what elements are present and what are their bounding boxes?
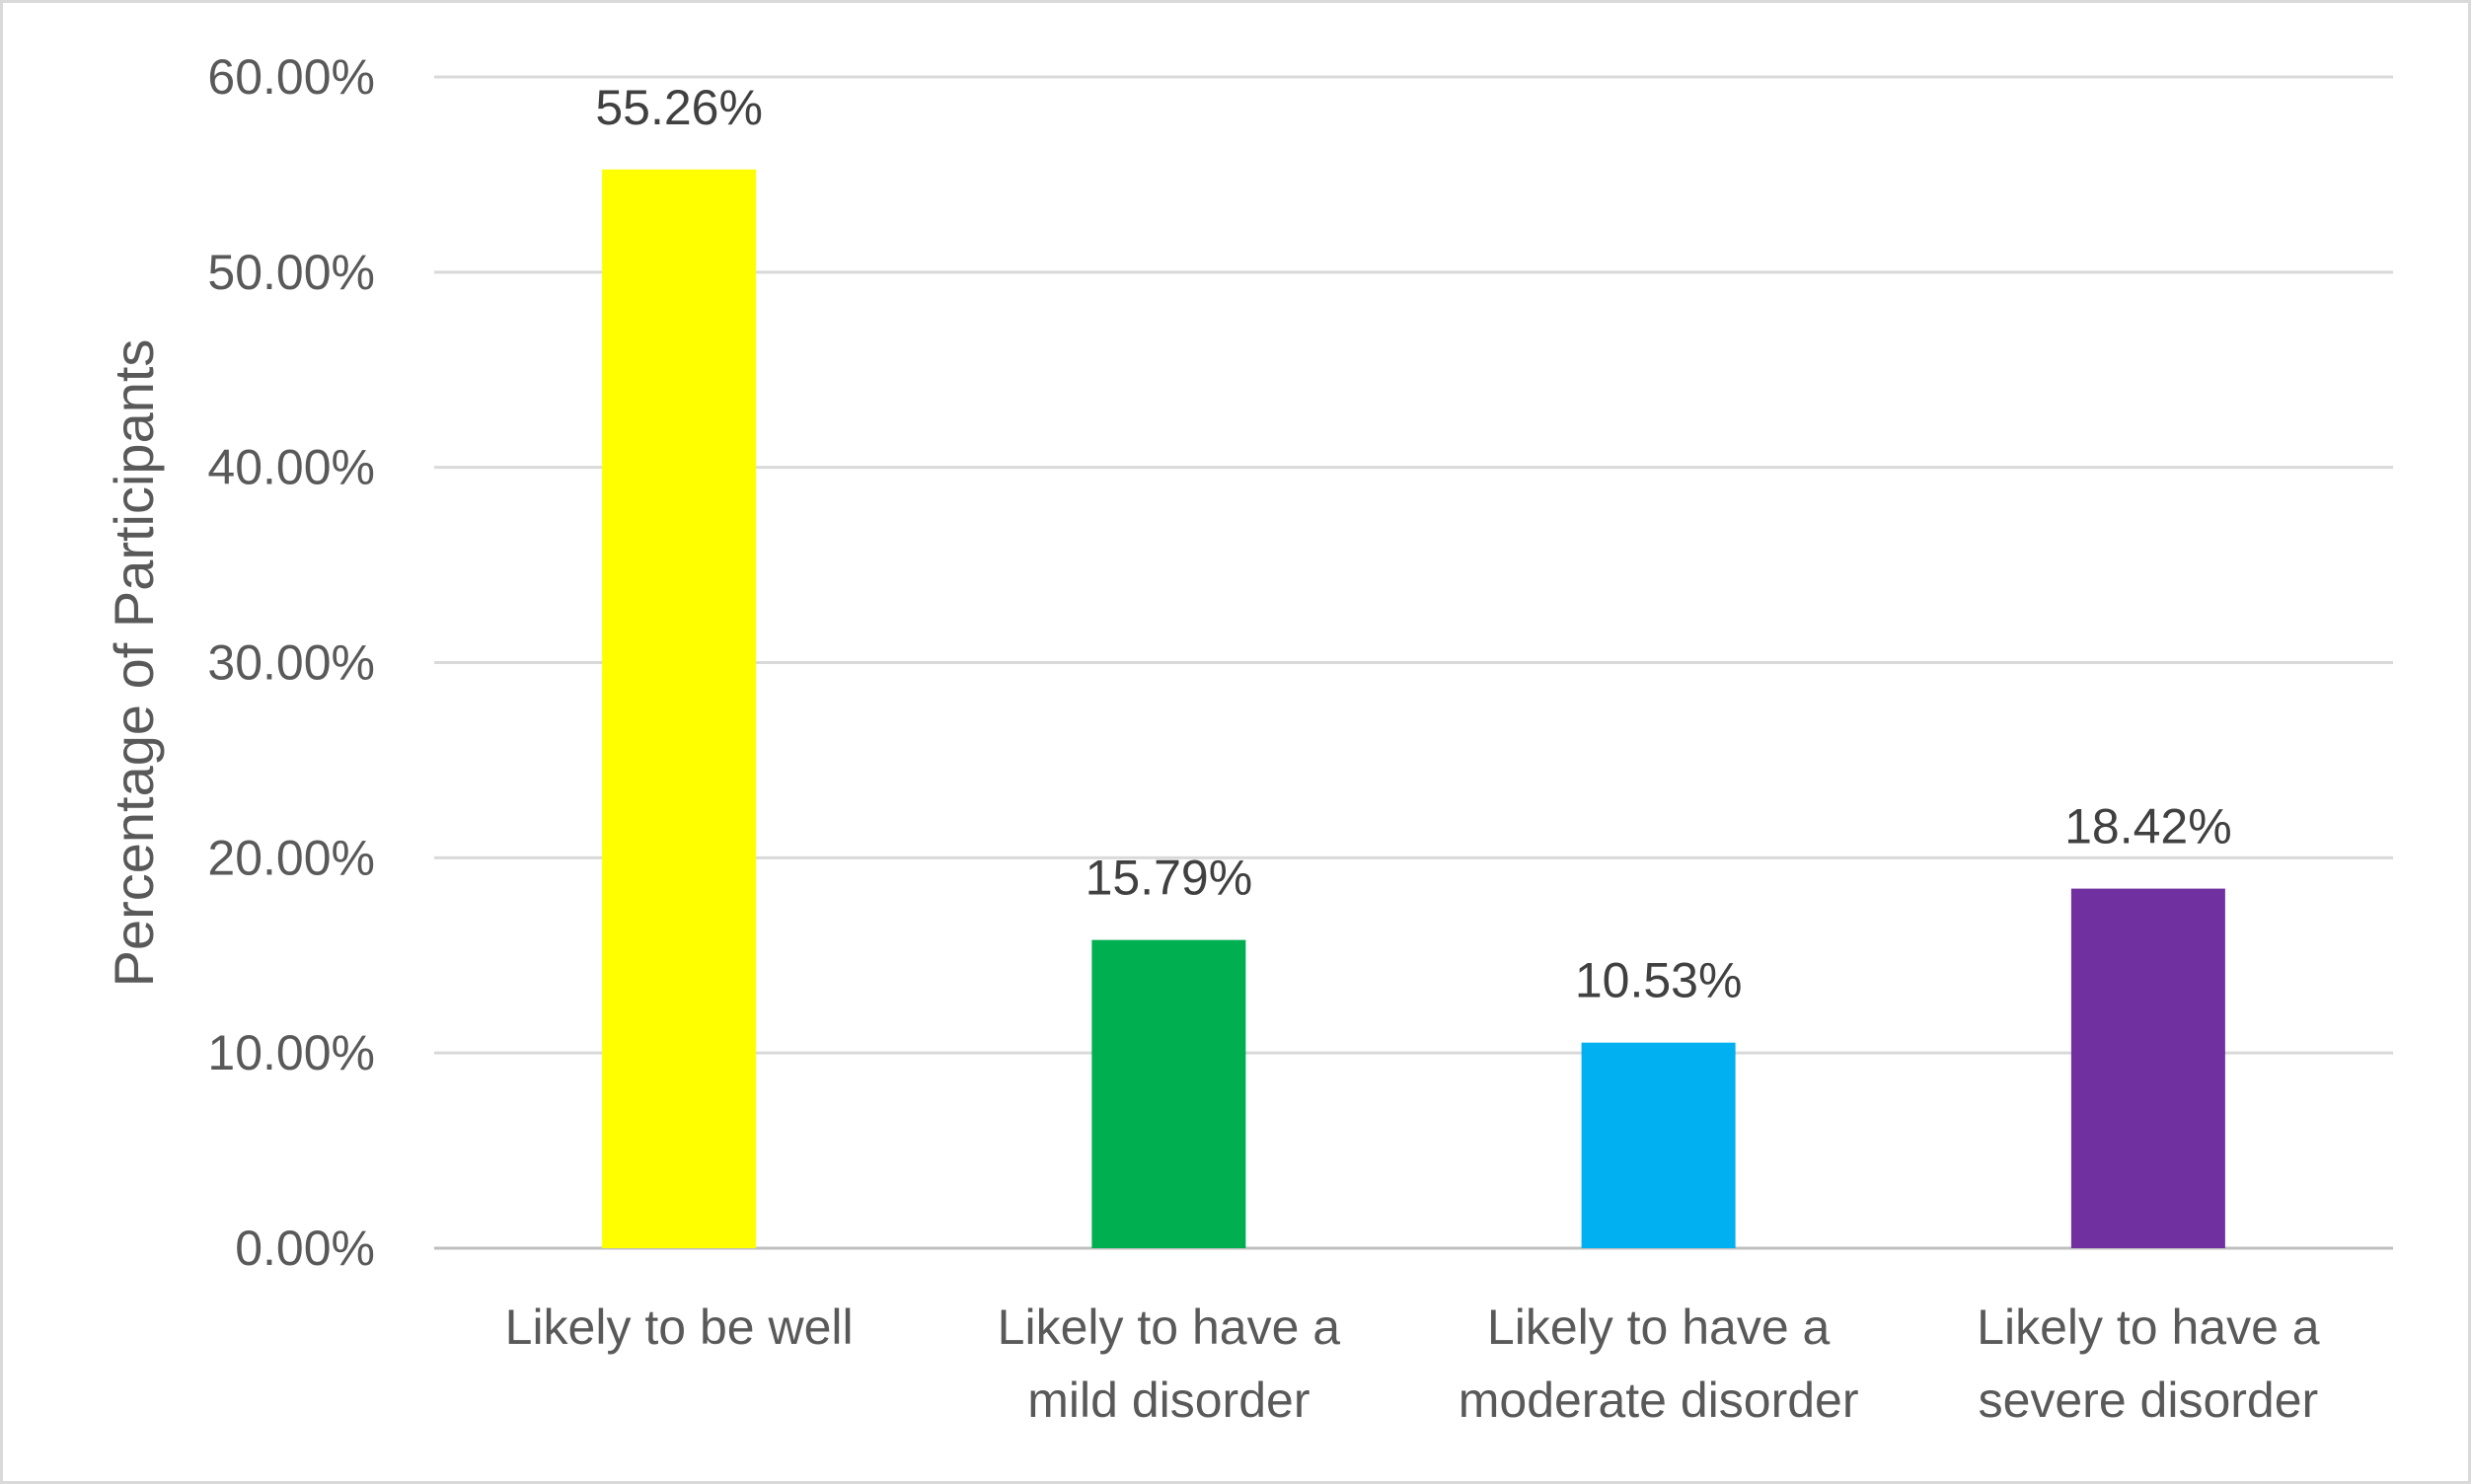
- y-tick-label: 30.00%: [207, 635, 375, 691]
- bar: [602, 169, 757, 1249]
- bar: [2070, 888, 2225, 1248]
- category-label: Likely to have a: [998, 1299, 1341, 1355]
- data-label: 55.26%: [595, 80, 763, 135]
- data-label: 18.42%: [2064, 799, 2232, 854]
- category-label: Likely to have a: [1487, 1299, 1831, 1355]
- data-label: 15.79%: [1086, 851, 1253, 906]
- data-label: 10.53%: [1575, 953, 1743, 1008]
- x-axis-category-labels: Likely to be well Likely to have a mild di…: [505, 1299, 2320, 1428]
- data-labels: 55.26% 15.79% 10.53% 18.42%: [595, 80, 2231, 1008]
- y-tick-label: 50.00%: [207, 245, 375, 300]
- category-label: Likely to be well: [505, 1299, 854, 1355]
- bars: [602, 169, 2225, 1249]
- y-axis-tick-labels: 0.00% 10.00% 20.00% 30.00% 40.00% 50.00% 60.00…: [207, 49, 375, 1276]
- gridlines: [434, 75, 2393, 1250]
- category-label: Likely to have a: [1977, 1299, 2320, 1355]
- y-tick-label: 10.00%: [207, 1025, 375, 1080]
- category-label: moderate disorder: [1459, 1373, 1859, 1428]
- y-axis-title: Percentage of Participants: [103, 339, 165, 988]
- y-tick-label: 40.00%: [207, 440, 375, 495]
- y-tick-label: 20.00%: [207, 830, 375, 885]
- category-label: severe disorder: [1979, 1373, 2319, 1428]
- y-tick-label: 60.00%: [207, 49, 375, 105]
- y-tick-label: 0.00%: [235, 1221, 375, 1276]
- bar: [1091, 939, 1246, 1248]
- category-label: mild disorder: [1027, 1373, 1310, 1428]
- bar: [1581, 1042, 1736, 1248]
